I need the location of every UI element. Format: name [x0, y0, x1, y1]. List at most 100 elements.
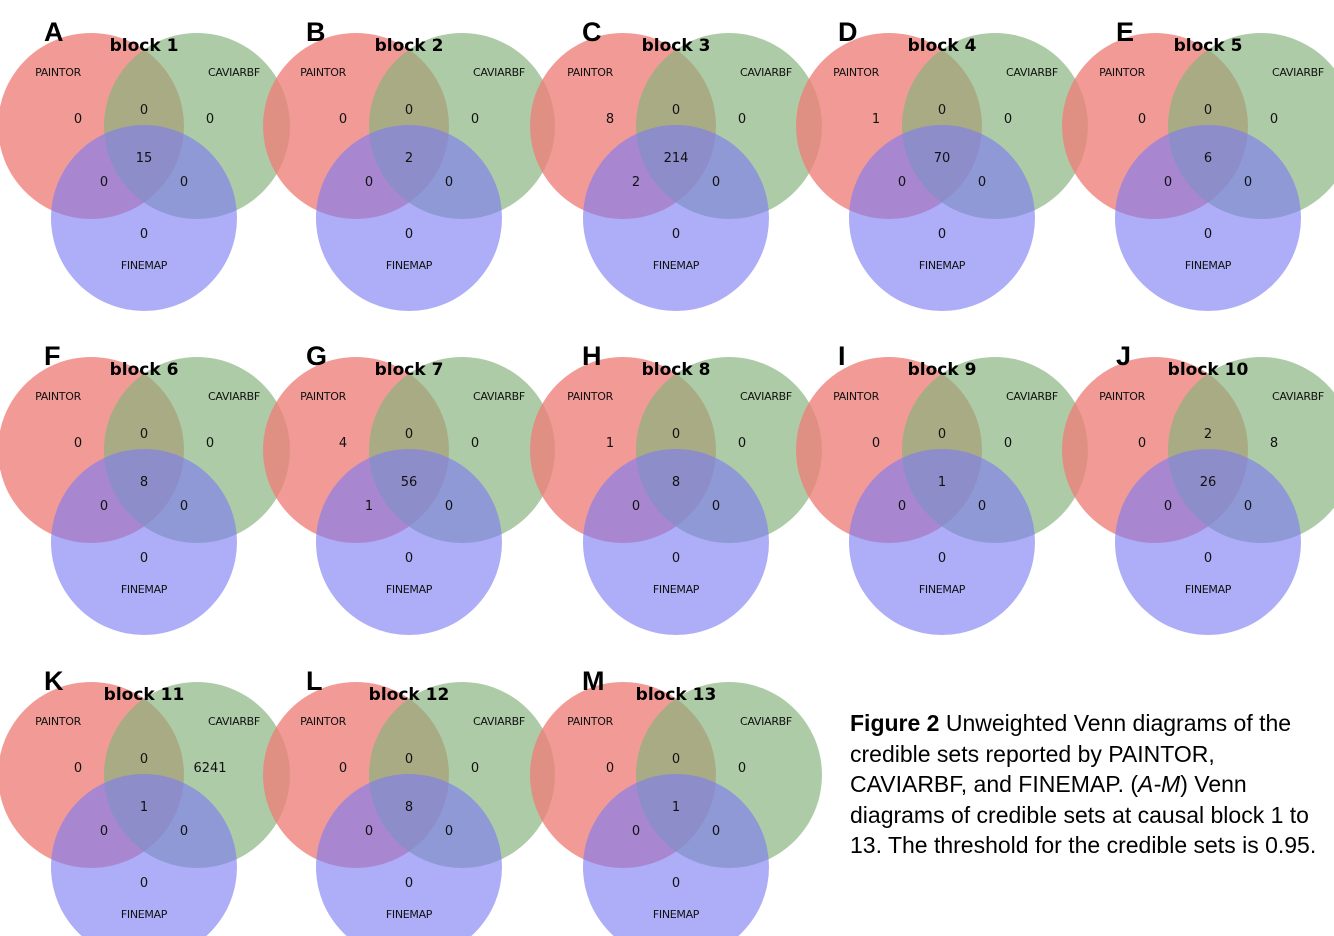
finemap-circle	[1115, 449, 1301, 635]
count-paintor-caviarbf: 0	[672, 103, 680, 118]
block-title: block 12	[369, 685, 450, 705]
count-all-three: 1	[140, 800, 148, 815]
set-label-caviarbf: CAVIARBF	[473, 715, 525, 728]
count-paintor-finemap: 2	[632, 175, 640, 190]
set-label-finemap: FINEMAP	[121, 583, 168, 596]
finemap-circle	[316, 125, 502, 311]
count-caviarbf-only: 0	[738, 761, 746, 776]
count-finemap-only: 0	[938, 551, 946, 566]
finemap-circle	[583, 449, 769, 635]
finemap-circle	[51, 125, 237, 311]
count-paintor-only: 1	[872, 112, 880, 127]
count-paintor-caviarbf: 0	[938, 427, 946, 442]
count-paintor-finemap: 0	[898, 175, 906, 190]
set-label-paintor: PAINTOR	[35, 66, 82, 79]
count-paintor-finemap: 0	[100, 499, 108, 514]
count-caviarbf-only: 0	[1004, 436, 1012, 451]
count-paintor-only: 0	[1138, 436, 1146, 451]
finemap-circle	[849, 449, 1035, 635]
block-title: block 8	[642, 360, 711, 380]
block-title: block 7	[375, 360, 444, 380]
finemap-circle	[51, 774, 237, 936]
finemap-circle	[849, 125, 1035, 311]
count-caviarbf-finemap: 0	[180, 824, 188, 839]
count-caviarbf-only: 0	[1270, 112, 1278, 127]
count-caviarbf-only: 0	[471, 761, 479, 776]
count-caviarbf-finemap: 0	[1244, 175, 1252, 190]
count-caviarbf-only: 0	[471, 436, 479, 451]
set-label-caviarbf: CAVIARBF	[208, 390, 260, 403]
count-caviarbf-finemap: 0	[180, 499, 188, 514]
count-caviarbf-only: 0	[471, 112, 479, 127]
count-paintor-caviarbf: 0	[405, 427, 413, 442]
finemap-circle	[316, 774, 502, 936]
set-label-finemap: FINEMAP	[653, 259, 700, 272]
count-paintor-finemap: 0	[100, 175, 108, 190]
set-label-paintor: PAINTOR	[567, 390, 614, 403]
count-paintor-caviarbf: 0	[140, 103, 148, 118]
count-paintor-only: 0	[74, 112, 82, 127]
panel-letter: I	[838, 341, 846, 371]
count-caviarbf-finemap: 0	[712, 824, 720, 839]
set-label-caviarbf: CAVIARBF	[473, 66, 525, 79]
count-finemap-only: 0	[405, 551, 413, 566]
count-paintor-finemap: 0	[632, 824, 640, 839]
count-all-three: 26	[1200, 475, 1217, 490]
set-label-finemap: FINEMAP	[919, 259, 966, 272]
set-label-paintor: PAINTOR	[35, 715, 82, 728]
count-caviarbf-finemap: 0	[445, 499, 453, 514]
count-paintor-finemap: 0	[1164, 499, 1172, 514]
set-label-paintor: PAINTOR	[300, 390, 347, 403]
count-all-three: 70	[934, 151, 951, 166]
count-paintor-caviarbf: 0	[140, 427, 148, 442]
count-paintor-only: 0	[339, 761, 347, 776]
count-paintor-caviarbf: 0	[405, 752, 413, 767]
count-all-three: 2	[405, 151, 413, 166]
panel-letter: H	[582, 341, 602, 371]
count-caviarbf-finemap: 0	[180, 175, 188, 190]
caption-text-1: Unweighted Venn diagrams of the credible…	[850, 710, 1292, 797]
count-paintor-only: 4	[339, 436, 347, 451]
count-caviarbf-only: 0	[1004, 112, 1012, 127]
panel-letter: F	[44, 341, 61, 371]
count-all-three: 8	[405, 800, 413, 815]
set-label-finemap: FINEMAP	[386, 583, 433, 596]
set-label-caviarbf: CAVIARBF	[740, 66, 792, 79]
count-paintor-only: 8	[606, 112, 614, 127]
set-label-paintor: PAINTOR	[300, 715, 347, 728]
count-paintor-only: 1	[606, 436, 614, 451]
count-finemap-only: 0	[140, 227, 148, 242]
block-title: block 2	[375, 36, 444, 56]
count-all-three: 214	[664, 151, 689, 166]
set-label-paintor: PAINTOR	[300, 66, 347, 79]
count-finemap-only: 0	[1204, 227, 1212, 242]
count-caviarbf-finemap: 0	[978, 175, 986, 190]
count-all-three: 8	[672, 475, 680, 490]
panel-letter: E	[1116, 17, 1134, 47]
count-paintor-caviarbf: 2	[1204, 427, 1212, 442]
panel-letter: A	[44, 17, 64, 47]
count-paintor-finemap: 0	[898, 499, 906, 514]
count-paintor-caviarbf: 0	[140, 752, 148, 767]
set-label-paintor: PAINTOR	[833, 66, 880, 79]
count-finemap-only: 0	[140, 876, 148, 891]
panel-letter: B	[306, 17, 326, 47]
count-paintor-caviarbf: 0	[672, 427, 680, 442]
count-paintor-only: 0	[872, 436, 880, 451]
count-paintor-caviarbf: 0	[1204, 103, 1212, 118]
set-label-finemap: FINEMAP	[653, 583, 700, 596]
set-label-finemap: FINEMAP	[121, 259, 168, 272]
count-caviarbf-only: 6241	[193, 761, 226, 776]
set-label-paintor: PAINTOR	[1099, 66, 1146, 79]
count-caviarbf-finemap: 0	[1244, 499, 1252, 514]
block-title: block 9	[908, 360, 977, 380]
finemap-circle	[51, 449, 237, 635]
count-paintor-finemap: 1	[365, 499, 373, 514]
